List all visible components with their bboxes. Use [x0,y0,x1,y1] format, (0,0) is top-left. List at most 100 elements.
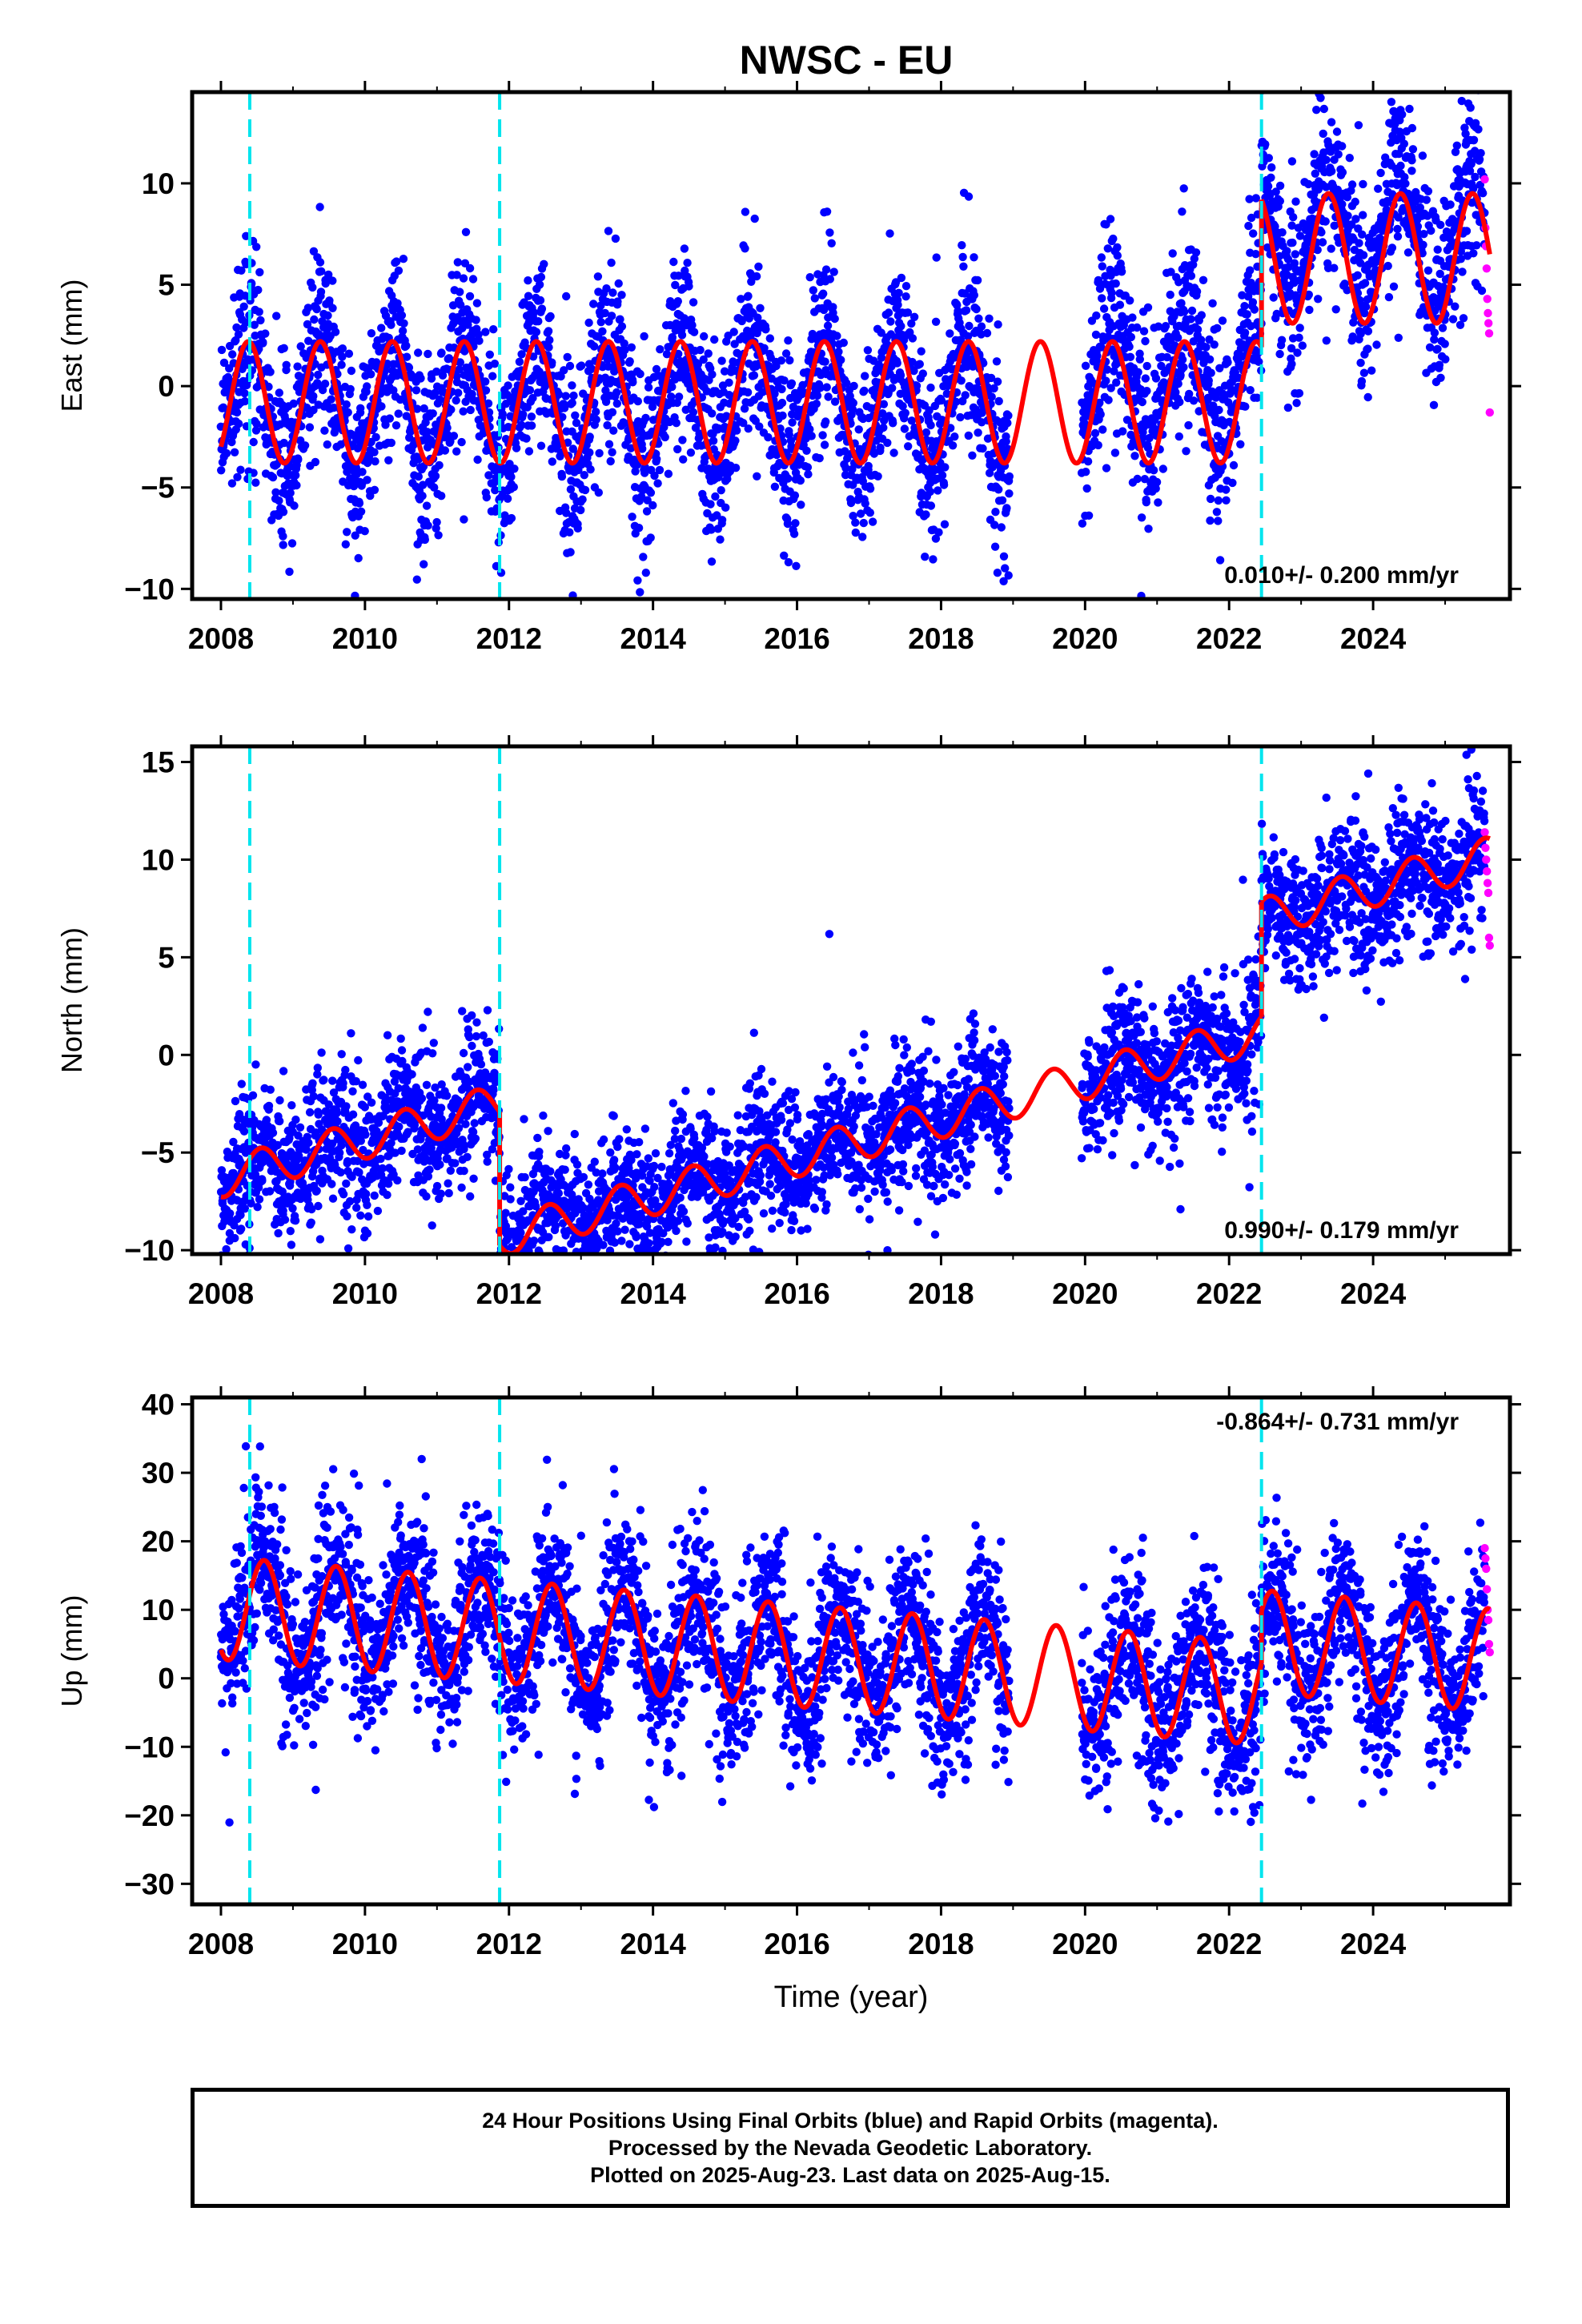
data-point [228,350,237,359]
data-point [1429,400,1439,409]
data-point [825,275,835,283]
data-point [607,312,616,320]
data-point [1102,464,1111,472]
data-point [282,360,291,369]
data-point [341,1065,350,1075]
data-point [562,509,571,517]
data-point [901,292,910,301]
data-point [418,1023,428,1032]
data-point [1144,525,1153,533]
data-point [609,426,618,435]
data-point [674,392,684,401]
data-point [373,1206,383,1216]
data-point [473,455,482,464]
data-point [1359,179,1367,189]
data-point [1477,286,1487,296]
data-point [259,339,267,348]
data-point [987,392,996,401]
data-point [308,283,317,292]
data-point [656,345,665,354]
data-point [1208,299,1217,308]
data-point [232,408,242,417]
data-point [809,286,817,295]
data-point [304,1138,313,1148]
data-point [1102,365,1112,374]
data-point [455,365,464,374]
data-point [1134,368,1142,376]
data-point [755,422,764,431]
data-point [1314,295,1323,304]
data-point [329,403,339,412]
panels: 2008 2010 2012 2014 2016 2018 2020 2022 2024−10−… [55,34,1521,2014]
data-point [1295,333,1303,342]
data-point [939,480,949,489]
data-point [1318,238,1327,247]
data-point [363,382,371,391]
data-point [907,319,916,328]
data-point [1359,211,1367,219]
data-point [346,384,355,394]
data-point [1125,342,1134,352]
data-point [580,485,590,495]
data-point [291,1116,300,1124]
data-point [397,1146,406,1156]
data-point [261,329,270,338]
data-point [1476,149,1485,158]
data-point [1440,340,1449,348]
data-point [1474,125,1483,134]
data-point [965,321,974,331]
data-point [440,446,450,455]
chart-title: NWSC - EU [740,38,954,82]
data-point [1222,485,1231,494]
data-point [982,328,992,338]
data-point [347,366,356,376]
data-point [781,349,791,358]
data-point [783,519,793,529]
data-point [443,424,452,432]
data-point [291,1216,300,1225]
data-point [681,405,690,414]
data-point [1283,247,1291,255]
data-point [1355,239,1363,247]
data-point [1330,263,1339,272]
data-point [797,501,805,509]
data-point [628,378,637,387]
data-point [1202,343,1211,352]
data-point [1141,336,1150,346]
data-point [376,1154,385,1164]
data-point [265,1187,275,1196]
data-point [821,357,829,366]
data-point [1084,511,1094,520]
data-point [279,1206,287,1215]
final-points-north [216,746,1489,1254]
data-point [1004,571,1013,580]
data-point [323,440,331,449]
data-point [1451,302,1460,311]
data-point [1462,227,1472,235]
panel-east: 2008 2010 2012 2014 2016 2018 2020 2022 2024−10−… [55,34,1521,655]
data-point [741,244,749,253]
data-point [849,381,858,391]
data-point [1387,98,1396,107]
data-point [465,263,475,273]
data-point [1236,440,1245,448]
data-point [1081,361,1090,370]
data-point [608,408,617,416]
data-point [994,320,1002,329]
data-point [959,262,968,271]
data-point [725,391,733,400]
data-point [889,448,898,457]
data-point [680,244,689,253]
data-point [837,356,845,364]
data-point [510,464,519,473]
data-point [565,361,575,371]
data-point [240,388,249,398]
data-point [1111,279,1120,288]
data-point [264,382,273,392]
data-point [249,437,258,447]
data-point [402,352,412,361]
data-point [1109,234,1118,243]
data-point [1323,34,1331,42]
data-point [816,384,825,392]
